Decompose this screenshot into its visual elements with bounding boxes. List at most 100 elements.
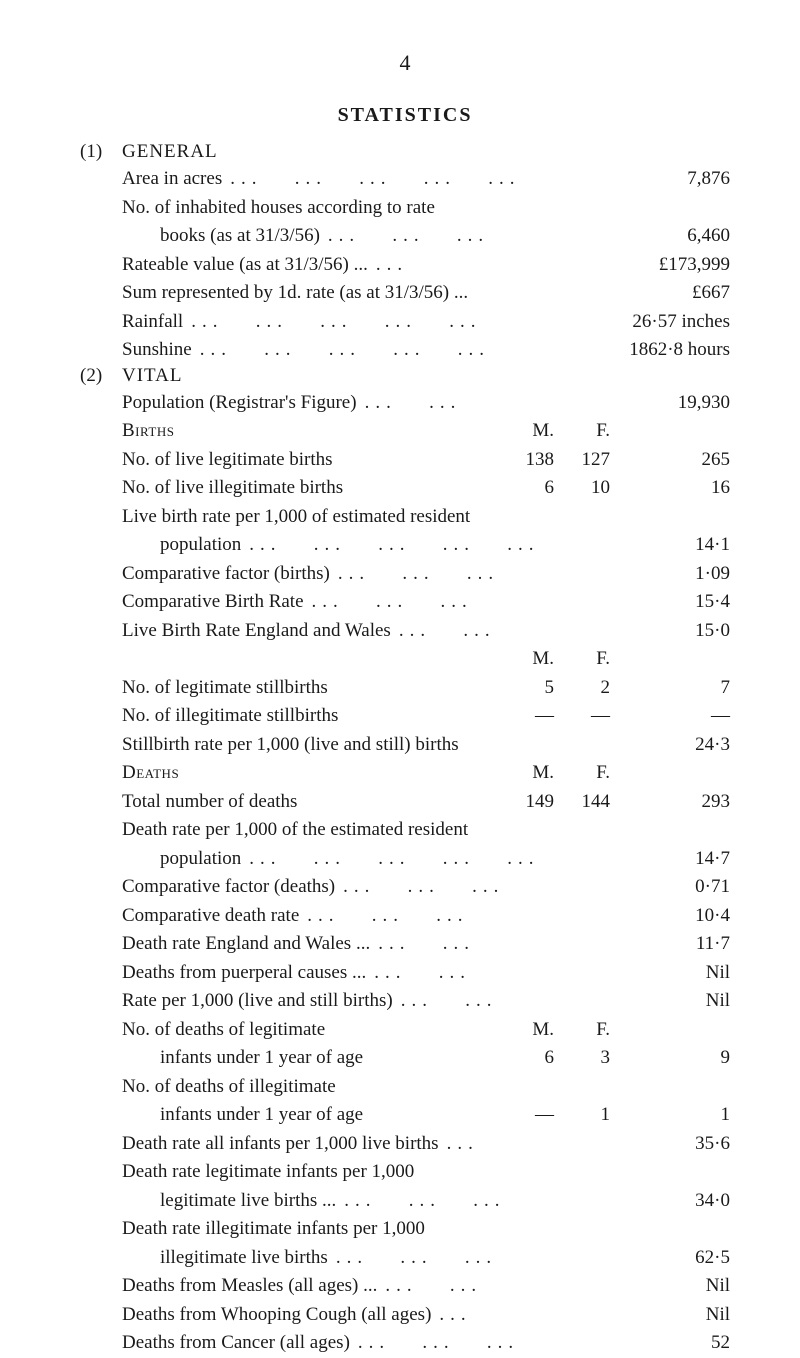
label: population — [160, 845, 241, 874]
col-f: F. — [564, 417, 620, 446]
f-val: 2 — [564, 674, 620, 703]
value: 52 — [630, 1329, 730, 1358]
row-comp-br: Comparative Birth Rate ... ... ... 15·4 — [80, 588, 730, 617]
row-population: Population (Registrar's Figure) ... ... … — [80, 389, 730, 418]
label: No. of illegitimate stillbirths — [122, 702, 508, 731]
dots: ... — [431, 1301, 630, 1330]
value: Nil — [630, 1301, 730, 1330]
row-leg-inf-head: No. of deaths of legitimate M. F. — [80, 1016, 730, 1045]
dots: ... ... ... — [320, 222, 630, 251]
value: 1 — [620, 1101, 730, 1130]
value: 10·4 — [630, 902, 730, 931]
row-dr-leg-inf1: Death rate legitimate infants per 1,000 — [80, 1158, 730, 1187]
m-val: — — [508, 1101, 564, 1130]
value: 14·1 — [630, 531, 730, 560]
label: infants under 1 year of age — [160, 1101, 508, 1130]
label: Death rate legitimate infants per 1,000 — [122, 1158, 414, 1187]
dots: ... ... ... — [328, 1244, 630, 1273]
row-death-rate1: Death rate per 1,000 of the estimated re… — [80, 816, 730, 845]
f-val: 3 — [564, 1044, 620, 1073]
row-births-head: Births M. F. — [80, 417, 730, 446]
births-heading: Births — [122, 417, 508, 446]
page-number: 4 — [80, 50, 730, 76]
value: 35·6 — [630, 1130, 730, 1159]
row-comp-fb: Comparative factor (births) ... ... ... … — [80, 560, 730, 589]
dots: ... ... ... — [336, 1187, 630, 1216]
value: 11·7 — [630, 930, 730, 959]
row-sunshine: Sunshine ... ... ... ... ... 1862·8 hour… — [80, 336, 730, 365]
dots: ... ... — [391, 617, 630, 646]
f-val: — — [564, 702, 620, 731]
section-vital: (2) VITAL — [80, 365, 730, 387]
row-measles: Deaths from Measles (all ages) ... ... .… — [80, 1272, 730, 1301]
dots: ... ... — [370, 930, 630, 959]
section-general: (1) GENERAL — [80, 141, 730, 163]
row-dr-leg-inf2: legitimate live births ... ... ... ... 3… — [80, 1187, 730, 1216]
label: Death rate all infants per 1,000 live bi… — [122, 1130, 439, 1159]
section-num: (1) — [80, 141, 122, 163]
label: Population (Registrar's Figure) — [122, 389, 357, 418]
row-comp-dr: Comparative death rate ... ... ... 10·4 — [80, 902, 730, 931]
label: Comparative Birth Rate — [122, 588, 304, 617]
value: 16 — [620, 474, 730, 503]
value: 26·57 inches — [580, 308, 730, 337]
row-illeg-still: No. of illegitimate stillbirths — — — — [80, 702, 730, 731]
value: 7,876 — [630, 165, 730, 194]
row-inhab1: No. of inhabited houses according to rat… — [80, 194, 730, 223]
row-comp-fd: Comparative factor (deaths) ... ... ... … — [80, 873, 730, 902]
label: No. of inhabited houses according to rat… — [122, 194, 435, 223]
col-m: M. — [508, 645, 564, 674]
dots: ... ... ... ... ... — [241, 531, 630, 560]
row-mf-head2: M. F. — [80, 645, 730, 674]
row-live-ew: Live Birth Rate England and Wales ... ..… — [80, 617, 730, 646]
row-dr-ew: Death rate England and Wales ... ... ...… — [80, 930, 730, 959]
label: No. of deaths of legitimate — [122, 1016, 508, 1045]
value: 15·4 — [630, 588, 730, 617]
m-val: 149 — [508, 788, 564, 817]
m-val: 6 — [508, 474, 564, 503]
m-val: — — [508, 702, 564, 731]
deaths-heading: Deaths — [122, 759, 508, 788]
dots: ... — [439, 1130, 630, 1159]
m-val: 6 — [508, 1044, 564, 1073]
row-leg-births: No. of live legitimate births 138 127 26… — [80, 446, 730, 475]
value: 15·0 — [630, 617, 730, 646]
label: No. of live legitimate births — [122, 446, 508, 475]
row-cancer: Deaths from Cancer (all ages) ... ... ..… — [80, 1329, 730, 1358]
row-sum: Sum represented by 1d. rate (as at 31/3/… — [80, 279, 730, 308]
f-val: 10 — [564, 474, 620, 503]
section-label: VITAL — [122, 365, 182, 387]
label: Comparative factor (births) — [122, 560, 330, 589]
label: Rateable value (as at 31/3/56) ... — [122, 251, 368, 280]
page-title: STATISTICS — [80, 104, 730, 127]
row-illeg-inf: infants under 1 year of age — 1 1 — [80, 1101, 730, 1130]
row-illeg-inf-head: No. of deaths of illegitimate — [80, 1073, 730, 1102]
row-leg-inf: infants under 1 year of age 6 3 9 — [80, 1044, 730, 1073]
label: Live birth rate per 1,000 of estimated r… — [122, 503, 470, 532]
dots: ... ... ... — [330, 560, 630, 589]
f-val: 1 — [564, 1101, 620, 1130]
dots: ... ... ... ... ... — [241, 845, 630, 874]
row-rateable: Rateable value (as at 31/3/56) ... ... £… — [80, 251, 730, 280]
label: books (as at 31/3/56) — [160, 222, 320, 251]
value: 9 — [620, 1044, 730, 1073]
label: Deaths from Measles (all ages) ... — [122, 1272, 377, 1301]
value: 34·0 — [630, 1187, 730, 1216]
row-still-rate: Stillbirth rate per 1,000 (live and stil… — [80, 731, 730, 760]
label: Area in acres — [122, 165, 222, 194]
col-f: F. — [564, 1016, 620, 1045]
dots: ... ... — [377, 1272, 630, 1301]
row-tot-deaths: Total number of deaths 149 144 293 — [80, 788, 730, 817]
label: Deaths from Cancer (all ages) — [122, 1329, 350, 1358]
col-m: M. — [508, 417, 564, 446]
row-rate-still: Rate per 1,000 (live and still births) .… — [80, 987, 730, 1016]
value: 293 — [620, 788, 730, 817]
label: Sum represented by 1d. rate (as at 31/3/… — [122, 279, 468, 308]
m-val: 138 — [508, 446, 564, 475]
col-f: F. — [564, 759, 620, 788]
row-deaths-head: Deaths M. F. — [80, 759, 730, 788]
value: 1862·8 hours — [580, 336, 730, 365]
row-death-rate2: population ... ... ... ... ... 14·7 — [80, 845, 730, 874]
label: No. of legitimate stillbirths — [122, 674, 508, 703]
row-inhab2: books (as at 31/3/56) ... ... ... 6,460 — [80, 222, 730, 251]
